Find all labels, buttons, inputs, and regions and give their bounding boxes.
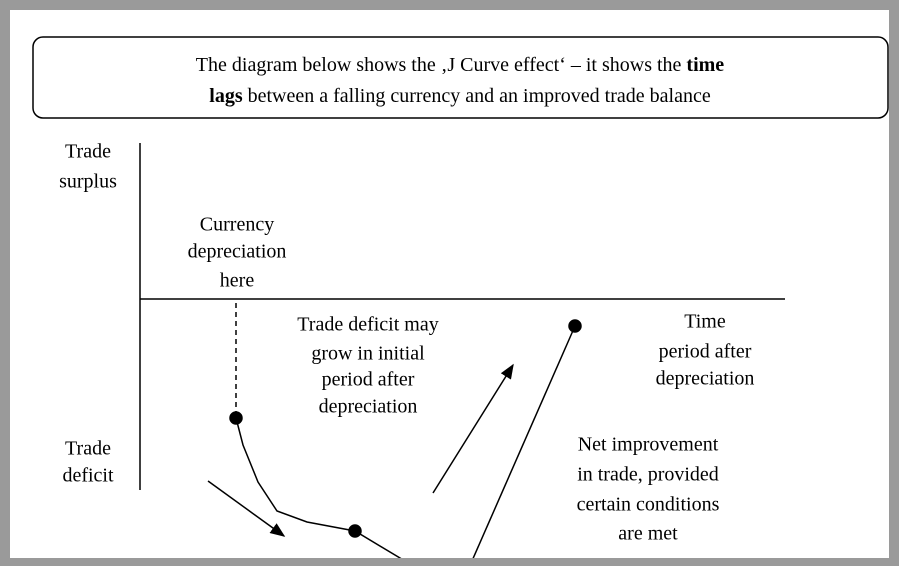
header-box <box>32 36 889 119</box>
label: are met <box>618 523 678 545</box>
arrow <box>432 363 514 494</box>
label: surplus <box>59 171 117 193</box>
label: in trade, provided <box>577 464 719 486</box>
label: deficit <box>62 465 114 487</box>
label: Net improvement <box>578 434 719 456</box>
dot <box>568 319 582 333</box>
label: depreciation <box>319 396 418 418</box>
label: period after <box>659 341 752 363</box>
label: depreciation <box>188 241 287 263</box>
dot <box>229 411 243 425</box>
dot <box>348 524 362 538</box>
label: Trade <box>65 141 111 163</box>
label: Currency <box>200 214 274 236</box>
label: period after <box>322 369 415 391</box>
label: Trade deficit may <box>297 314 438 336</box>
header-text: between a falling currency and an improv… <box>243 85 711 107</box>
label: Time <box>684 311 726 333</box>
label: certain conditions <box>577 494 720 516</box>
header-text: The diagram below shows the ‚J Curve eff… <box>196 54 687 76</box>
label: here <box>220 270 255 292</box>
header-line-1: The diagram below shows the ‚J Curve eff… <box>196 54 725 76</box>
label: Trade <box>65 438 111 460</box>
header-bold: lags <box>209 85 243 107</box>
label: grow in initial <box>311 343 425 365</box>
header-bold: time <box>686 54 724 76</box>
arrow <box>207 480 286 537</box>
label: depreciation <box>656 368 755 390</box>
header-line-2: lags between a falling currency and an i… <box>209 85 711 107</box>
j-curve-rise <box>472 325 576 558</box>
